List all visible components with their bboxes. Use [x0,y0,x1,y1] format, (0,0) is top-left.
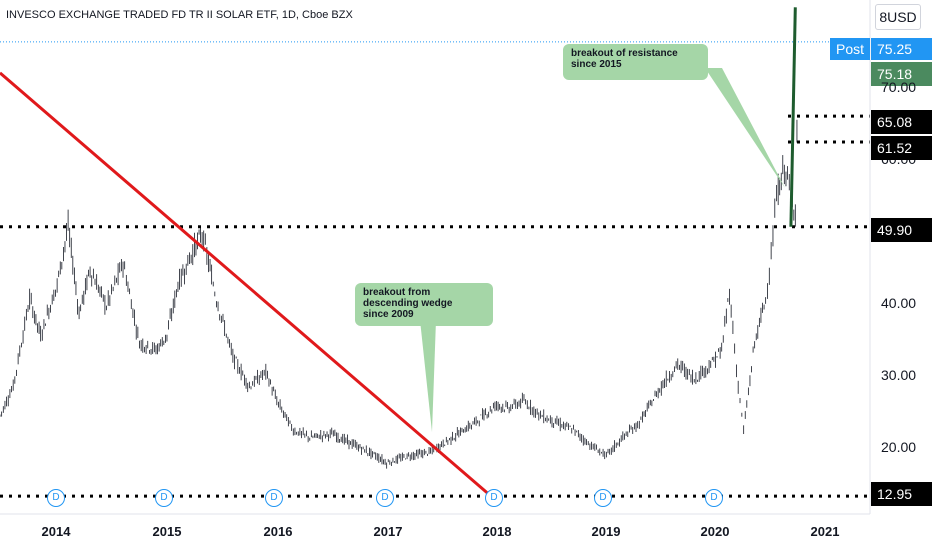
x-tick-label: 2015 [152,524,182,539]
descending-trendline[interactable] [0,71,493,498]
y-tick-label: 20.00 [881,439,917,455]
dividend-marker[interactable]: D [705,489,723,507]
level-tag-65-08: 65.08 [871,110,932,134]
x-tick-label: 2016 [263,524,293,539]
dividend-marker[interactable]: D [485,489,503,507]
y-tick-label: 70.00 [881,79,917,95]
x-tick-label: 2021 [810,524,840,539]
x-tick-label: 2019 [591,524,621,539]
level-tag-12-95: 12.95 [871,482,932,506]
dividend-marker[interactable]: D [47,489,65,507]
candles [0,119,798,469]
wedge-callout[interactable]: breakout from descending wedge since 200… [355,283,493,326]
dividend-marker[interactable]: D [155,489,173,507]
breakout-line[interactable] [789,7,797,227]
dividend-marker[interactable]: D [594,489,612,507]
y-tick-label: 40.00 [881,295,917,311]
dividend-marker[interactable]: D [376,489,394,507]
chart-title: INVESCO EXCHANGE TRADED FD TR II SOLAR E… [6,9,353,21]
x-tick-label: 2020 [700,524,730,539]
wedge-callout-pointer [420,320,436,432]
last-price-tag: 75.18 [871,62,932,86]
post-market-label: Post [830,38,870,60]
currency-partial-digit: 8 [879,9,888,25]
x-tick-label: 2017 [373,524,403,539]
resistance-callout-pointer [705,68,785,188]
currency-label: USD [887,9,917,25]
dividend-marker[interactable]: D [265,489,283,507]
x-tick-label: 2018 [482,524,512,539]
currency-selector[interactable]: 8USD [875,4,921,30]
level-tag-49-90: 49.90 [871,218,932,242]
level-tag-61-52: 61.52 [871,136,932,160]
horizontal-levels [0,41,870,498]
y-tick-label: 30.00 [881,367,917,383]
resistance-callout[interactable]: breakout of resistance since 2015 [563,44,708,80]
post-market-price: 75.25 [871,38,932,60]
x-tick-label: 2014 [41,524,71,539]
